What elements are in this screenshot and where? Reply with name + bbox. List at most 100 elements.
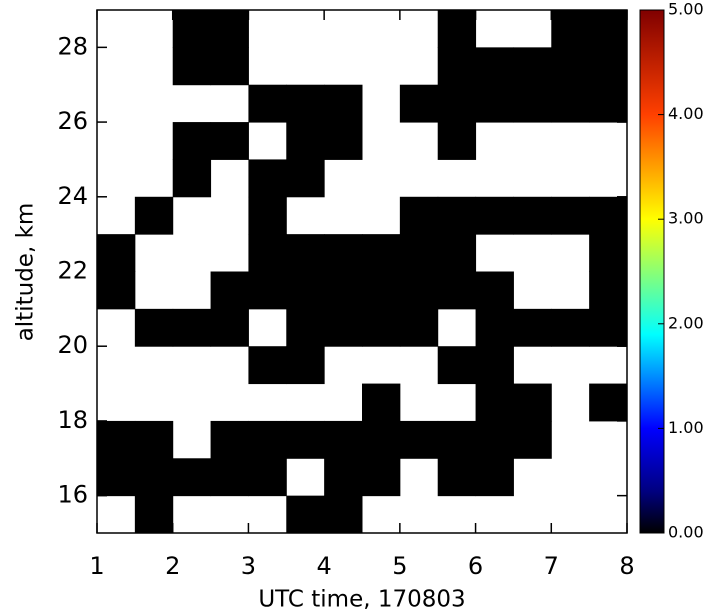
heatmap-cell — [286, 234, 325, 272]
heatmap-cell — [97, 234, 136, 272]
heatmap-cell — [286, 271, 325, 310]
heatmap-cell — [513, 84, 552, 123]
heatmap-cell — [324, 122, 363, 160]
heatmap-cell — [437, 84, 477, 123]
heatmap-cell — [475, 308, 514, 347]
heatmap-cell — [475, 84, 514, 123]
heatmap-cell — [551, 10, 590, 48]
heatmap-cell — [399, 308, 439, 347]
heatmap-cell — [210, 458, 249, 497]
y-tick-label: 18 — [57, 406, 88, 434]
heatmap-cell — [210, 271, 249, 310]
heatmap-cell — [475, 458, 514, 497]
heatmap-cell — [589, 47, 628, 86]
heatmap-cell — [475, 383, 514, 422]
heatmap-cell — [248, 420, 287, 459]
heatmap-cell — [589, 308, 628, 347]
heatmap-cell — [437, 458, 477, 497]
y-tick-label: 24 — [57, 182, 88, 210]
heatmap-cell — [513, 196, 552, 235]
heatmap-cell — [437, 420, 477, 459]
heatmap-cell — [172, 47, 212, 86]
x-tick-label: 7 — [544, 552, 559, 580]
heatmap-cell — [589, 196, 628, 235]
heatmap-cell — [324, 420, 363, 459]
heatmap-cell — [437, 346, 477, 385]
heatmap-cell — [362, 234, 401, 272]
heatmap-cell — [589, 10, 628, 48]
x-axis-label: UTC time, 170803 — [258, 587, 465, 613]
colorbar-tick-label: 2.00 — [668, 313, 704, 332]
heatmap-cell — [172, 10, 212, 48]
heatmap-cell — [286, 84, 325, 123]
heatmap-cell — [551, 84, 590, 123]
heatmap-cell — [134, 495, 174, 534]
colorbar-tick-label: 4.00 — [668, 104, 704, 123]
colorbar — [639, 9, 665, 534]
heatmap-cell — [248, 234, 287, 272]
heatmap-cell — [248, 84, 287, 123]
heatmap-cell — [248, 159, 287, 198]
heatmap-cell — [286, 420, 325, 459]
x-tick-label: 2 — [165, 552, 180, 580]
heatmap-cell — [437, 122, 477, 160]
heatmap-cell — [324, 84, 363, 123]
heatmap-cell — [399, 420, 439, 459]
heatmap-cell — [97, 420, 136, 459]
heatmap-cell — [589, 271, 628, 310]
heatmap-cell — [362, 458, 401, 497]
colorbar-tick-label: 3.00 — [668, 209, 704, 228]
heatmap-cell — [210, 122, 249, 160]
heatmap-cell — [134, 458, 174, 497]
heatmap-cell — [362, 383, 401, 422]
heatmap-cell — [248, 196, 287, 235]
heatmap-cell — [286, 122, 325, 160]
colorbar-tick-label: 5.00 — [668, 0, 704, 19]
y-tick-label: 20 — [57, 331, 88, 359]
heatmap-cell — [437, 47, 477, 86]
y-tick-label: 16 — [57, 481, 88, 509]
heatmap-cell — [475, 420, 514, 459]
heatmap-cell — [513, 308, 552, 347]
heatmap-cell — [589, 234, 628, 272]
heatmap-cell — [437, 10, 477, 48]
heatmap-cell — [172, 308, 212, 347]
heatmap-cell — [286, 159, 325, 198]
heatmap-cell — [286, 308, 325, 347]
heatmap-cell — [210, 10, 249, 48]
heatmap-cell — [248, 458, 287, 497]
heatmap-cell — [286, 495, 325, 534]
heatmap-cell — [399, 196, 439, 235]
x-tick-label: 8 — [619, 552, 634, 580]
heatmap-cell — [437, 196, 477, 235]
x-tick-label: 1 — [89, 552, 104, 580]
heatmap-cell — [324, 234, 363, 272]
heatmap-cell — [475, 196, 514, 235]
heatmap-cell — [134, 196, 174, 235]
heatmap-cell — [324, 495, 363, 534]
heatmap-cell — [589, 84, 628, 123]
heatmap-cell — [97, 271, 136, 310]
heatmap-cell — [475, 271, 514, 310]
heatmap-cell — [172, 159, 212, 198]
heatmap-cell — [324, 271, 363, 310]
heatmap-cell — [97, 458, 136, 497]
heatmap-cell — [248, 271, 287, 310]
y-tick-label: 28 — [57, 32, 88, 60]
x-tick-label: 6 — [468, 552, 483, 580]
heatmap-cell — [324, 308, 363, 347]
heatmap-cell — [210, 420, 249, 459]
heatmap-cell — [210, 47, 249, 86]
heatmap-cell — [551, 47, 590, 86]
heatmap-cell — [399, 271, 439, 310]
heatmap-cell — [475, 346, 514, 385]
colorbar-tick-label: 1.00 — [668, 418, 704, 437]
heatmap-cell — [172, 122, 212, 160]
heatmap-cell — [362, 308, 401, 347]
x-tick-label: 4 — [317, 552, 332, 580]
heatmap-cell — [362, 420, 401, 459]
heatmap-cell — [437, 271, 477, 310]
y-tick-label: 22 — [57, 257, 88, 285]
y-tick-label: 26 — [57, 107, 88, 135]
